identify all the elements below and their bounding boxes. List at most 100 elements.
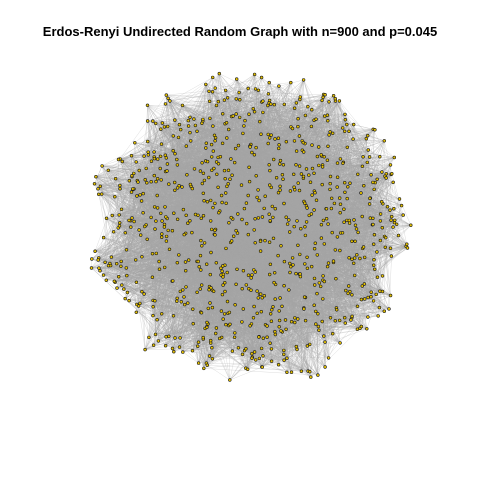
graph-node bbox=[373, 267, 377, 271]
graph-node bbox=[282, 284, 286, 288]
graph-node bbox=[289, 370, 294, 374]
graph-node bbox=[113, 195, 117, 199]
graph-node bbox=[315, 291, 319, 296]
graph-node bbox=[225, 136, 229, 140]
graph-node bbox=[392, 207, 396, 211]
graph-node bbox=[399, 203, 404, 208]
graph-node bbox=[210, 346, 214, 350]
graph-node bbox=[277, 143, 281, 147]
graph-node bbox=[154, 219, 158, 223]
graph-node bbox=[288, 270, 292, 275]
graph-node bbox=[164, 93, 169, 97]
graph-node bbox=[313, 241, 317, 245]
graph-node bbox=[281, 177, 285, 181]
graph-node bbox=[149, 180, 153, 184]
graph-node bbox=[350, 293, 354, 297]
graph-node bbox=[255, 311, 259, 315]
graph-node bbox=[369, 173, 373, 177]
graph-node bbox=[335, 161, 340, 165]
graph-node bbox=[269, 133, 273, 137]
graph-node bbox=[375, 250, 379, 254]
graph-node bbox=[362, 282, 367, 286]
graph-node bbox=[173, 188, 177, 193]
graph-node bbox=[269, 359, 274, 363]
graph-node bbox=[205, 200, 210, 204]
graph-node bbox=[268, 168, 272, 173]
graph-node bbox=[315, 154, 320, 159]
graph-node bbox=[164, 215, 168, 219]
graph-node bbox=[101, 235, 106, 240]
graph-node bbox=[229, 157, 233, 161]
graph-node bbox=[283, 318, 288, 322]
graph-node bbox=[322, 334, 326, 338]
graph-node bbox=[297, 164, 302, 168]
graph-node bbox=[201, 171, 206, 176]
graph-node bbox=[173, 118, 177, 122]
graph-node bbox=[288, 189, 293, 193]
graph-node bbox=[163, 205, 167, 209]
graph-node bbox=[139, 199, 144, 203]
graph-node bbox=[175, 261, 180, 265]
graph-node bbox=[293, 320, 297, 325]
graph-node bbox=[343, 129, 347, 134]
graph-node bbox=[131, 187, 135, 191]
graph-node bbox=[272, 157, 276, 162]
graph-node bbox=[106, 168, 111, 173]
graph-node bbox=[196, 259, 200, 264]
graph-node bbox=[172, 350, 176, 354]
graph-node bbox=[255, 195, 259, 200]
graph-node bbox=[253, 270, 258, 274]
graph-node bbox=[303, 318, 308, 323]
graph-node bbox=[395, 222, 399, 227]
graph-node bbox=[196, 344, 200, 348]
graph-node bbox=[173, 336, 177, 340]
graph-node bbox=[184, 269, 188, 273]
graph-node bbox=[268, 136, 272, 140]
graph-node bbox=[363, 297, 367, 301]
graph-node bbox=[388, 246, 393, 250]
graph-node bbox=[90, 257, 94, 261]
graph-node bbox=[328, 174, 333, 179]
graph-node bbox=[160, 235, 164, 239]
graph-node bbox=[308, 180, 313, 184]
graph-node bbox=[177, 345, 182, 349]
graph-node bbox=[367, 202, 372, 206]
graph-node bbox=[372, 258, 376, 262]
graph-node bbox=[296, 317, 300, 321]
graph-node bbox=[164, 239, 169, 243]
graph-node bbox=[191, 307, 195, 311]
graph-node bbox=[165, 169, 169, 173]
graph-node bbox=[208, 301, 212, 305]
graph-node bbox=[321, 274, 325, 278]
graph-node bbox=[240, 287, 244, 291]
graph-node bbox=[364, 137, 368, 141]
graph-node bbox=[302, 307, 306, 311]
graph-node bbox=[299, 369, 304, 373]
graph-node bbox=[233, 303, 237, 307]
graph-node bbox=[327, 100, 331, 104]
graph-node bbox=[204, 82, 208, 87]
graph-node bbox=[205, 363, 210, 367]
graph-node bbox=[331, 259, 336, 263]
graph-node bbox=[151, 343, 156, 347]
graph-node bbox=[115, 286, 119, 290]
graph-node bbox=[204, 146, 208, 150]
graph-node bbox=[371, 180, 375, 185]
graph-node bbox=[207, 354, 212, 358]
graph-node bbox=[330, 196, 334, 201]
graph-node bbox=[230, 173, 234, 177]
graph-node bbox=[269, 185, 273, 190]
graph-node bbox=[347, 129, 351, 134]
graph-node bbox=[153, 332, 158, 337]
graph-node bbox=[199, 216, 204, 221]
graph-node bbox=[352, 261, 356, 265]
graph-node bbox=[310, 193, 314, 197]
graph-node bbox=[100, 164, 104, 168]
graph-node bbox=[228, 378, 232, 382]
graph-node bbox=[140, 289, 144, 294]
graph-node bbox=[217, 211, 221, 215]
graph-node bbox=[204, 141, 209, 145]
graph-node bbox=[96, 192, 101, 197]
graph-node bbox=[175, 186, 180, 190]
graph-node bbox=[329, 206, 334, 211]
